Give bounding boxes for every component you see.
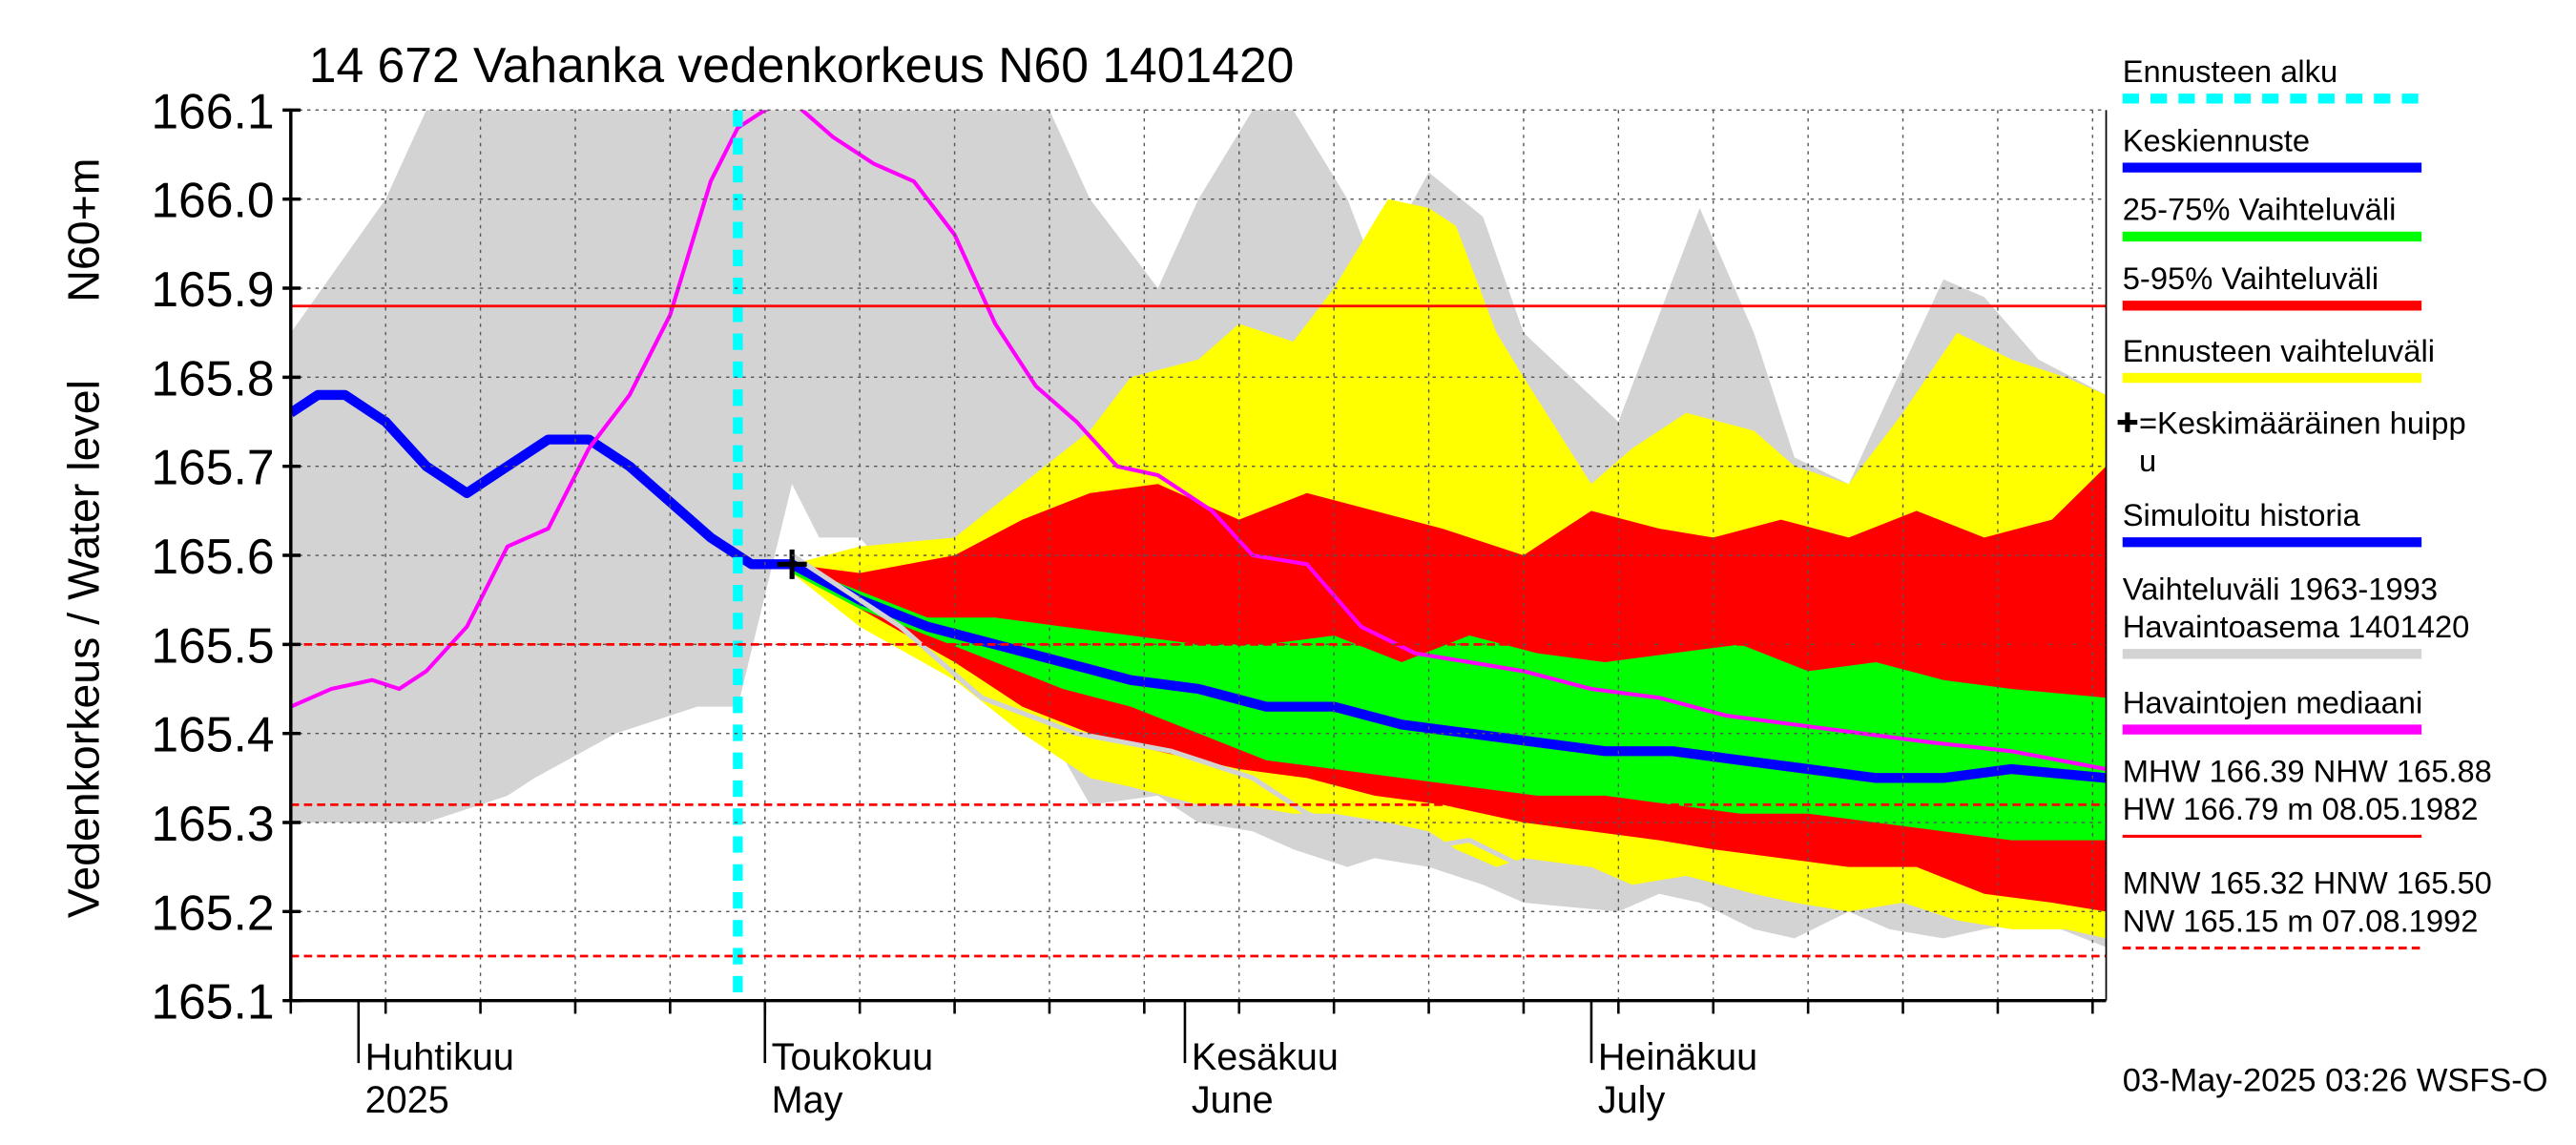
plot-area (290, 110, 2107, 1001)
chart-title: 14 672 Vahanka vedenkorkeus N60 1401420 (309, 37, 1295, 93)
y-tick-label: 165.7 (151, 440, 274, 495)
legend-label: Keskiennuste (2123, 122, 2310, 157)
y-tick-label: 165.9 (151, 261, 274, 317)
y-tick-label: 166.1 (151, 83, 274, 138)
month-label-en: 2025 (365, 1079, 449, 1121)
band-25-75-vaihteluv-li-area (792, 564, 2107, 841)
legend-label: MNW 165.32 HNW 165.50 (2123, 865, 2492, 901)
month-label-fi: Kesäkuu (1192, 1036, 1339, 1078)
y-tick-label: 165.4 (151, 707, 274, 762)
legend-label: Ennusteen vaihteluväli (2123, 333, 2435, 368)
y-tick-label: 165.8 (151, 350, 274, 406)
y-tick-label: 165.6 (151, 529, 274, 584)
legend-label: Simuloitu historia (2123, 497, 2361, 532)
month-label-en: July (1598, 1079, 1666, 1121)
y-tick-label: 165.1 (151, 974, 274, 1030)
axes: 166.1 166.0 165.9 165.8 165.7 165.6 165.5 165.4… (151, 83, 2108, 1121)
y-tick-label: 166.0 (151, 173, 274, 228)
series-pale-trace-line (790, 552, 1526, 869)
legend-label: u (2139, 443, 2156, 478)
y-axis-label: Vedenkorkeus / Water level (58, 380, 108, 918)
legend-label: Havaintoasema 1401420 (2123, 609, 2470, 644)
average-peak-marker (777, 549, 807, 579)
month-label-fi: Huhtikuu (365, 1036, 514, 1078)
month-label-fi: Toukokuu (772, 1036, 934, 1078)
legend: Ennusteen alku Keskiennuste 25-75% Vaihtel… (2117, 53, 2492, 950)
series-keskiennuste-line (789, 559, 2107, 783)
series-simuloitu-historia-line (290, 389, 793, 570)
legend-label: MHW 166.39 NHW 165.88 (2123, 754, 2492, 789)
y-tick-label: 165.5 (151, 617, 274, 673)
y-tick-label: 165.2 (151, 885, 274, 940)
legend-label: Vaihteluväli 1963-1993 (2123, 572, 2438, 607)
legend-label: =Keskimääräinen huipp (2139, 406, 2466, 441)
y-tick-label: 165.3 (151, 796, 274, 851)
footer-timestamp: 03-May-2025 03:26 WSFS-O (2123, 1062, 2548, 1098)
legend-label: Ennusteen alku (2123, 53, 2337, 89)
legend-label: 25-75% Vaihteluväli (2123, 192, 2397, 227)
month-label-en: May (772, 1079, 843, 1121)
legend-label: Havaintojen mediaani (2123, 684, 2423, 719)
month-label-fi: Heinäkuu (1598, 1036, 1757, 1078)
legend-symbol-peak (2117, 412, 2138, 432)
y-axis-unit: N60+m (58, 157, 108, 302)
legend-label: 5-95% Vaihteluväli (2123, 260, 2379, 296)
series-havaintojen-mediaani-line (290, 110, 2107, 772)
month-label-en: June (1192, 1079, 1274, 1121)
legend-label: HW 166.79 m 08.05.1982 (2123, 791, 2479, 826)
legend-label: NW 165.15 m 07.08.1992 (2123, 903, 2479, 938)
